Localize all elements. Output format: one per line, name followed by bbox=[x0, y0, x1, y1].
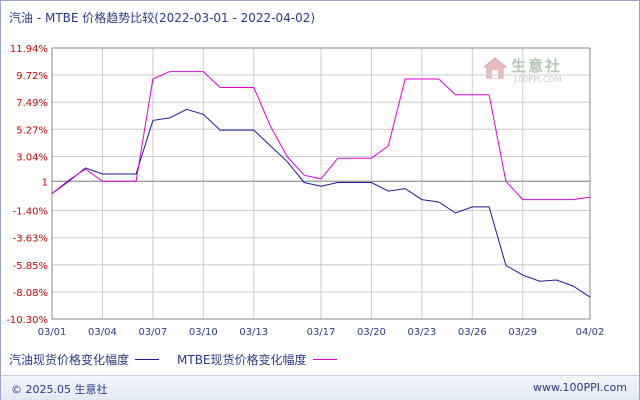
x-tick-label: 03/13 bbox=[239, 327, 268, 338]
series-line-0 bbox=[51, 108, 591, 298]
x-tick-label: 03/29 bbox=[508, 327, 537, 338]
watermark-url: 100PPI.COM bbox=[513, 75, 562, 84]
x-tick-label: 03/07 bbox=[138, 327, 167, 338]
house-logo-icon bbox=[483, 57, 507, 79]
chart-title: 汽油 - MTBE 价格趋势比较(2022-03-01 - 2022-04-02… bbox=[9, 11, 316, 25]
y-tick-label: -10.30% bbox=[6, 315, 48, 326]
x-tick-label: 03/10 bbox=[189, 327, 218, 338]
y-tick-label: 9.72% bbox=[16, 71, 48, 82]
y-tick-label: 7.49% bbox=[16, 98, 48, 109]
watermark-name: 生意社 bbox=[511, 57, 563, 75]
legend-swatch-gasoline bbox=[135, 359, 160, 360]
y-tick-label: 1 bbox=[42, 177, 48, 188]
y-tick-label: -3.63% bbox=[13, 234, 48, 245]
series bbox=[51, 71, 591, 298]
x-tick-label: 04/02 bbox=[576, 327, 605, 338]
y-tick-label: 3.04% bbox=[16, 152, 48, 163]
x-tick-label: 03/01 bbox=[38, 327, 67, 338]
x-tick-label: 03/17 bbox=[307, 327, 336, 338]
site-url[interactable]: www.100PPI.com bbox=[533, 381, 627, 394]
y-tick-label: -5.85% bbox=[13, 261, 48, 272]
line-chart: 11.94% 9.72% 7.49% 5.27% 3.04% 1 -1.40% -3.63% -… bbox=[6, 44, 604, 338]
series-line-1 bbox=[51, 71, 591, 201]
x-tick-label: 03/20 bbox=[357, 327, 386, 338]
x-tick-label: 03/23 bbox=[407, 327, 436, 338]
legend: 汽油现货价格变化幅度 MTBE现货价格变化幅度 bbox=[9, 351, 355, 368]
axes bbox=[51, 47, 591, 320]
y-tick-label: 11.94% bbox=[10, 44, 48, 55]
x-tick-label: 03/04 bbox=[88, 327, 117, 338]
y-tick-label: 5.27% bbox=[16, 125, 48, 136]
y-tick-label: -8.08% bbox=[13, 288, 48, 299]
copyright: © 2025.05 生意社 bbox=[11, 383, 108, 396]
tick-labels: 11.94% 9.72% 7.49% 5.27% 3.04% 1 -1.40% -3.63% -… bbox=[6, 44, 604, 338]
legend-swatch-mtbe bbox=[312, 359, 337, 360]
grid bbox=[51, 47, 591, 320]
watermark: 生意社 100PPI.COM bbox=[483, 55, 583, 95]
legend-label-gasoline: 汽油现货价格变化幅度 bbox=[9, 353, 130, 367]
legend-label-mtbe: MTBE现货价格变化幅度 bbox=[177, 353, 307, 367]
plot-area-border bbox=[51, 47, 591, 320]
y-tick-label: -1.40% bbox=[13, 207, 48, 218]
footer: © 2025.05 生意社 www.100PPI.com bbox=[1, 375, 639, 400]
x-tick-label: 03/26 bbox=[458, 327, 487, 338]
